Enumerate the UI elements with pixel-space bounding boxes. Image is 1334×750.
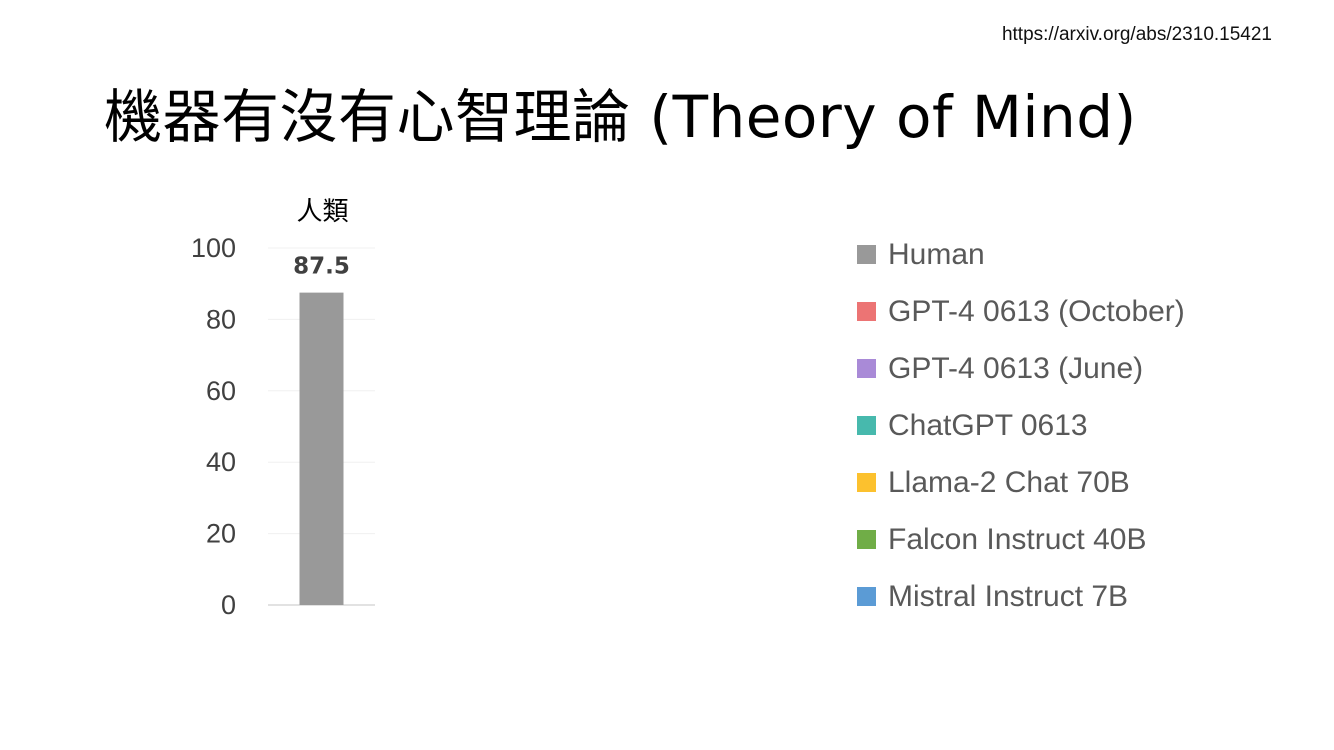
legend-label: ChatGPT 0613 xyxy=(888,408,1088,442)
y-tick-label: 40 xyxy=(206,447,236,477)
legend-swatch xyxy=(857,416,876,435)
legend-item: GPT-4 0613 (October) xyxy=(857,283,1185,340)
y-tick-label: 80 xyxy=(206,304,236,334)
legend-label: Mistral Instruct 7B xyxy=(888,579,1129,613)
legend-item: Mistral Instruct 7B xyxy=(857,568,1185,625)
legend-swatch xyxy=(857,587,876,606)
legend-swatch xyxy=(857,530,876,549)
category-annotation: 人類 xyxy=(296,197,348,227)
data-label: 87.5 xyxy=(293,254,350,280)
legend-item: Human xyxy=(857,226,1185,283)
legend-label: Human xyxy=(888,237,985,271)
legend-swatch xyxy=(857,302,876,321)
y-tick-label: 20 xyxy=(206,519,236,549)
legend-item: Falcon Instruct 40B xyxy=(857,511,1185,568)
legend-swatch xyxy=(857,473,876,492)
y-tick-label: 60 xyxy=(206,376,236,406)
legend-label: GPT-4 0613 (October) xyxy=(888,294,1185,328)
bar-chart: 0 20 40 60 80 100 87.5 人類 xyxy=(191,197,375,620)
chart-legend: Human GPT-4 0613 (October) GPT-4 0613 (Jun… xyxy=(857,226,1185,625)
legend-label: GPT-4 0613 (June) xyxy=(888,351,1144,385)
legend-item: GPT-4 0613 (June) xyxy=(857,340,1185,397)
y-tick-label: 100 xyxy=(191,233,236,263)
y-tick-label: 0 xyxy=(221,590,236,620)
legend-item: ChatGPT 0613 xyxy=(857,397,1185,454)
legend-swatch xyxy=(857,245,876,264)
slide-title: 機器有沒有心智理論 (Theory of Mind) xyxy=(104,83,1137,151)
legend-swatch xyxy=(857,359,876,378)
legend-item: Llama-2 Chat 70B xyxy=(857,454,1185,511)
legend-label: Llama-2 Chat 70B xyxy=(888,465,1130,499)
source-url: https://arxiv.org/abs/2310.15421 xyxy=(1001,24,1272,45)
bar xyxy=(299,292,344,605)
legend-label: Falcon Instruct 40B xyxy=(888,522,1147,556)
